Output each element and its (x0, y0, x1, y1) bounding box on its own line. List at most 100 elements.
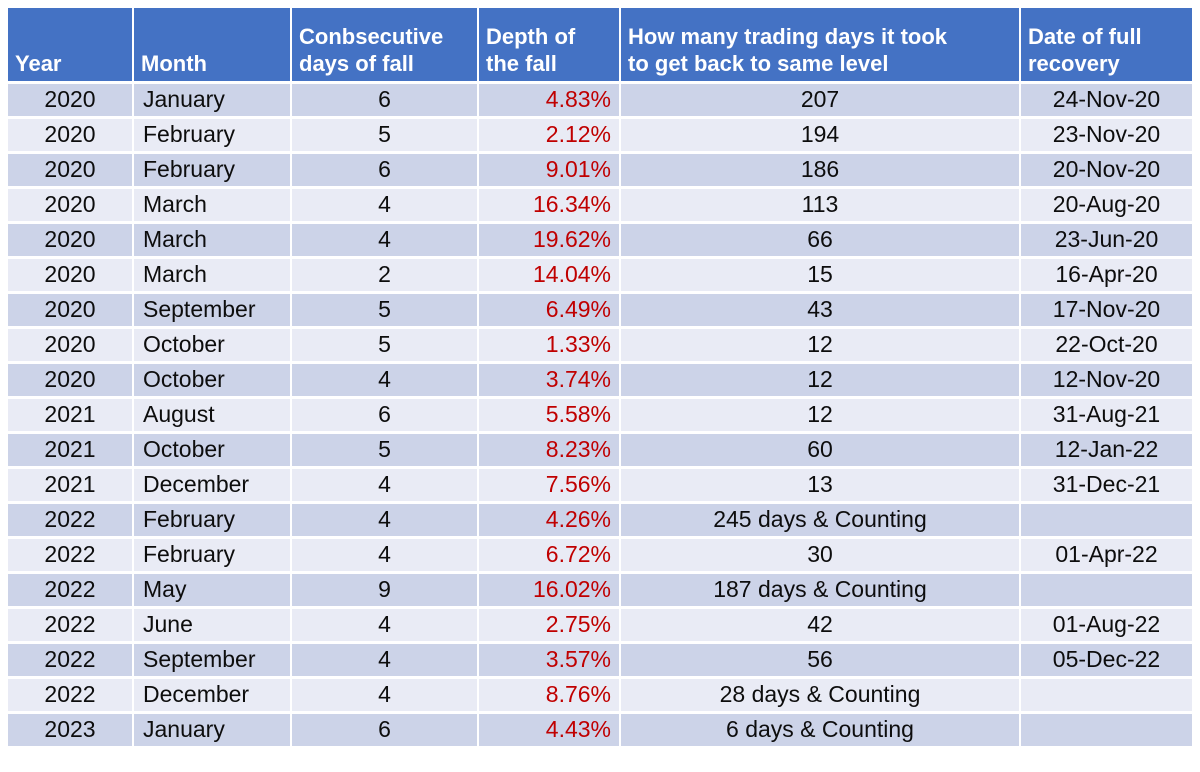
fall-days-cell: 4 (291, 642, 479, 679)
depth-cell: 4.26% (478, 502, 621, 539)
year-cell: 2022 (8, 642, 134, 679)
year-cell: 2020 (8, 152, 134, 189)
depth-cell: 8.76% (478, 677, 621, 714)
column-header-year: Year (8, 8, 134, 84)
recovery-date-cell: 24-Nov-20 (1020, 82, 1192, 119)
market-fall-recovery-table: Year Month Conbsecutive days of fall Dep… (8, 8, 1192, 749)
depth-cell: 4.83% (478, 82, 621, 119)
column-header-month: Month (133, 8, 292, 84)
year-cell: 2021 (8, 467, 134, 504)
year-cell: 2022 (8, 572, 134, 609)
fall-days-cell: 4 (291, 187, 479, 224)
recovery-date-cell (1020, 502, 1192, 539)
month-cell: January (133, 82, 292, 119)
trading-days-cell: 6 days & Counting (620, 712, 1021, 749)
month-cell: May (133, 572, 292, 609)
recovery-date-cell: 20-Aug-20 (1020, 187, 1192, 224)
table-body: 2020 January 6 4.83% 207 24-Nov-20 2020 … (8, 82, 1192, 749)
year-cell: 2021 (8, 432, 134, 469)
trading-days-cell: 245 days & Counting (620, 502, 1021, 539)
fall-days-cell: 5 (291, 432, 479, 469)
recovery-table-wrap: Year Month Conbsecutive days of fall Dep… (8, 8, 1192, 749)
fall-days-cell: 9 (291, 572, 479, 609)
year-cell: 2020 (8, 257, 134, 294)
recovery-date-cell: 31-Aug-21 (1020, 397, 1192, 434)
year-cell: 2020 (8, 292, 134, 329)
table-row: 2020 October 5 1.33% 12 22-Oct-20 (8, 327, 1192, 364)
recovery-date-cell: 01-Aug-22 (1020, 607, 1192, 644)
column-header-depth-label: Depth of the fall (486, 23, 576, 76)
fall-days-cell: 5 (291, 117, 479, 154)
table-row: 2021 August 6 5.58% 12 31-Aug-21 (8, 397, 1192, 434)
recovery-date-cell (1020, 572, 1192, 609)
column-header-year-label: Year (15, 50, 62, 76)
column-header-trading-days-label: How many trading days it took to get bac… (628, 23, 948, 76)
column-header-depth: Depth of the fall (478, 8, 621, 84)
month-cell: February (133, 502, 292, 539)
year-cell: 2020 (8, 82, 134, 119)
month-cell: March (133, 222, 292, 259)
recovery-date-cell (1020, 712, 1192, 749)
month-cell: December (133, 677, 292, 714)
table-row: 2020 January 6 4.83% 207 24-Nov-20 (8, 82, 1192, 119)
year-cell: 2023 (8, 712, 134, 749)
depth-cell: 7.56% (478, 467, 621, 504)
fall-days-cell: 4 (291, 607, 479, 644)
fall-days-cell: 4 (291, 502, 479, 539)
table-row: 2022 February 4 6.72% 30 01-Apr-22 (8, 537, 1192, 574)
recovery-date-cell: 22-Oct-20 (1020, 327, 1192, 364)
fall-days-cell: 6 (291, 82, 479, 119)
year-cell: 2020 (8, 117, 134, 154)
recovery-date-cell: 12-Jan-22 (1020, 432, 1192, 469)
fall-days-cell: 4 (291, 677, 479, 714)
month-cell: December (133, 467, 292, 504)
year-cell: 2021 (8, 397, 134, 434)
table-row: 2020 February 5 2.12% 194 23-Nov-20 (8, 117, 1192, 154)
trading-days-cell: 42 (620, 607, 1021, 644)
recovery-date-cell: 05-Dec-22 (1020, 642, 1192, 679)
table-row: 2020 October 4 3.74% 12 12-Nov-20 (8, 362, 1192, 399)
year-cell: 2022 (8, 537, 134, 574)
depth-cell: 6.49% (478, 292, 621, 329)
table-row: 2022 June 4 2.75% 42 01-Aug-22 (8, 607, 1192, 644)
month-cell: March (133, 257, 292, 294)
column-header-consecutive-days-label: Conbsecutive days of fall (299, 23, 444, 76)
trading-days-cell: 30 (620, 537, 1021, 574)
table-row: 2020 September 5 6.49% 43 17-Nov-20 (8, 292, 1192, 329)
recovery-date-cell: 16-Apr-20 (1020, 257, 1192, 294)
column-header-trading-days: How many trading days it took to get bac… (620, 8, 1021, 84)
depth-cell: 6.72% (478, 537, 621, 574)
year-cell: 2022 (8, 607, 134, 644)
table-row: 2021 December 4 7.56% 13 31-Dec-21 (8, 467, 1192, 504)
recovery-date-cell: 17-Nov-20 (1020, 292, 1192, 329)
fall-days-cell: 6 (291, 152, 479, 189)
trading-days-cell: 15 (620, 257, 1021, 294)
month-cell: October (133, 432, 292, 469)
trading-days-cell: 56 (620, 642, 1021, 679)
year-cell: 2022 (8, 677, 134, 714)
column-header-recovery-date-label: Date of full recovery (1028, 23, 1142, 76)
year-cell: 2020 (8, 327, 134, 364)
fall-days-cell: 6 (291, 712, 479, 749)
month-cell: August (133, 397, 292, 434)
month-cell: March (133, 187, 292, 224)
column-header-consecutive-days: Conbsecutive days of fall (291, 8, 479, 84)
depth-cell: 14.04% (478, 257, 621, 294)
trading-days-cell: 60 (620, 432, 1021, 469)
year-cell: 2020 (8, 362, 134, 399)
year-cell: 2020 (8, 222, 134, 259)
year-cell: 2022 (8, 502, 134, 539)
recovery-date-cell (1020, 677, 1192, 714)
depth-cell: 5.58% (478, 397, 621, 434)
recovery-date-cell: 31-Dec-21 (1020, 467, 1192, 504)
month-cell: September (133, 642, 292, 679)
trading-days-cell: 12 (620, 397, 1021, 434)
table-header-row: Year Month Conbsecutive days of fall Dep… (8, 8, 1192, 84)
depth-cell: 3.57% (478, 642, 621, 679)
table-row: 2020 March 4 19.62% 66 23-Jun-20 (8, 222, 1192, 259)
recovery-date-cell: 23-Nov-20 (1020, 117, 1192, 154)
column-header-month-label: Month (141, 50, 207, 76)
depth-cell: 16.02% (478, 572, 621, 609)
fall-days-cell: 4 (291, 467, 479, 504)
table-row: 2020 March 4 16.34% 113 20-Aug-20 (8, 187, 1192, 224)
